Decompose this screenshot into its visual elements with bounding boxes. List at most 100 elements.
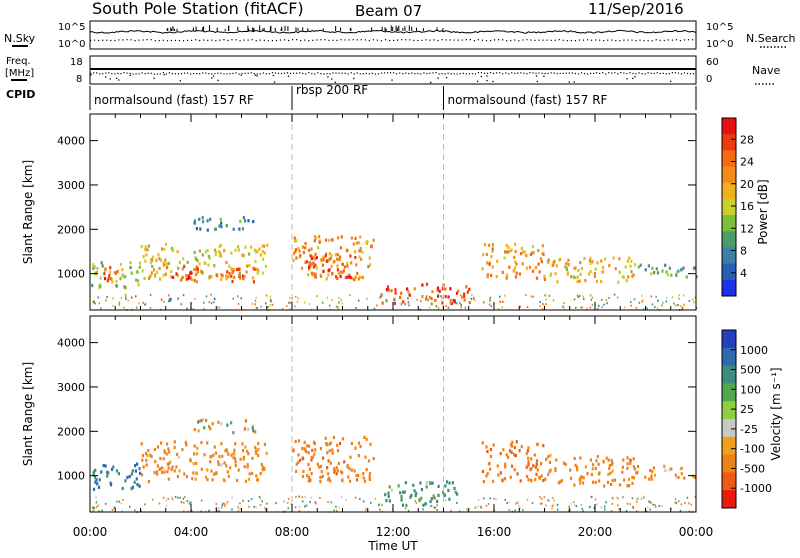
data-cell bbox=[589, 505, 591, 508]
nave-point bbox=[417, 72, 419, 75]
nave-point bbox=[535, 72, 537, 74]
nave-point bbox=[435, 72, 437, 74]
data-cell bbox=[167, 261, 170, 266]
data-cell bbox=[220, 442, 223, 446]
data-cell bbox=[563, 307, 565, 310]
nsearch-point bbox=[627, 39, 629, 41]
nave-point bbox=[445, 77, 448, 79]
data-cell bbox=[237, 267, 241, 271]
nave-point bbox=[580, 72, 583, 74]
data-cell bbox=[543, 277, 546, 281]
nave-point bbox=[374, 73, 377, 75]
data-cell bbox=[358, 299, 360, 302]
data-cell bbox=[630, 304, 632, 307]
data-cell bbox=[578, 279, 581, 283]
nsearch-point bbox=[251, 39, 253, 41]
data-cell bbox=[355, 241, 358, 245]
data-cell bbox=[191, 477, 194, 481]
data-cell bbox=[638, 301, 641, 304]
data-cell bbox=[434, 506, 437, 509]
data-cell bbox=[313, 234, 316, 238]
nave-point bbox=[647, 72, 649, 74]
data-cell bbox=[338, 255, 342, 259]
data-cell bbox=[527, 460, 530, 464]
data-cell bbox=[322, 255, 325, 259]
data-cell bbox=[307, 479, 310, 483]
data-cell bbox=[445, 305, 447, 308]
data-cell bbox=[193, 444, 196, 448]
data-cell bbox=[333, 509, 335, 512]
data-cell bbox=[674, 473, 677, 477]
colorbar-swatch bbox=[722, 490, 736, 509]
colorbar-tick-label: 500 bbox=[740, 364, 761, 377]
data-cell bbox=[237, 245, 240, 249]
data-cell bbox=[155, 258, 158, 262]
data-cell bbox=[169, 460, 172, 464]
data-cell bbox=[489, 296, 492, 299]
nave-point bbox=[327, 76, 329, 78]
data-cell bbox=[245, 264, 249, 268]
data-cell bbox=[263, 442, 266, 446]
data-cell bbox=[632, 476, 635, 480]
data-cell bbox=[505, 243, 508, 248]
data-cell bbox=[531, 502, 534, 505]
data-cell bbox=[345, 499, 347, 502]
velocity-ylabel: Slant Range [km] bbox=[21, 362, 35, 466]
data-cell bbox=[295, 462, 298, 466]
data-cell bbox=[325, 443, 329, 447]
nsearch-point bbox=[118, 39, 120, 41]
data-cell bbox=[468, 287, 471, 291]
nsearch-point bbox=[445, 39, 447, 41]
nave-point bbox=[568, 72, 570, 74]
data-cell bbox=[429, 500, 432, 504]
data-cell bbox=[330, 501, 332, 504]
data-cell bbox=[432, 494, 435, 498]
data-cell bbox=[294, 439, 297, 443]
data-cell bbox=[294, 250, 297, 254]
data-cell bbox=[387, 495, 390, 499]
nsearch-point bbox=[328, 39, 330, 41]
nsearch-point bbox=[102, 39, 104, 41]
nsearch-point bbox=[477, 39, 480, 41]
data-cell bbox=[677, 269, 680, 273]
data-cell bbox=[636, 510, 638, 513]
nsearch-point bbox=[324, 39, 326, 41]
data-cell bbox=[656, 307, 659, 310]
data-cell bbox=[298, 505, 301, 508]
y-tick-label: 3000 bbox=[57, 381, 85, 394]
data-cell bbox=[154, 460, 157, 464]
data-cell bbox=[654, 306, 656, 308]
data-cell bbox=[241, 442, 244, 446]
data-cell bbox=[94, 272, 98, 276]
nsearch-point bbox=[425, 39, 427, 41]
nave-point bbox=[96, 72, 98, 74]
data-cell bbox=[644, 475, 647, 479]
data-cell bbox=[227, 474, 230, 478]
data-cell bbox=[262, 244, 266, 248]
data-cell bbox=[173, 445, 176, 450]
data-cell bbox=[675, 475, 678, 479]
data-cell bbox=[449, 287, 452, 291]
data-cell bbox=[552, 299, 555, 302]
nave-point bbox=[438, 73, 440, 75]
data-cell bbox=[548, 294, 551, 297]
data-cell bbox=[529, 468, 532, 472]
data-cell bbox=[339, 246, 342, 250]
data-cell bbox=[215, 502, 217, 505]
data-cell bbox=[319, 497, 321, 499]
nave-point bbox=[305, 73, 307, 75]
data-cell bbox=[357, 454, 360, 458]
nsearch-point bbox=[223, 39, 225, 41]
data-cell bbox=[633, 467, 636, 471]
data-cell bbox=[583, 256, 586, 261]
data-cell bbox=[231, 267, 234, 271]
data-cell bbox=[110, 483, 113, 487]
data-cell bbox=[584, 465, 587, 469]
data-cell bbox=[161, 470, 164, 474]
nsearch-point bbox=[376, 39, 379, 41]
data-cell bbox=[129, 505, 131, 508]
data-cell bbox=[190, 509, 193, 512]
data-cell bbox=[316, 462, 319, 466]
data-cell bbox=[582, 510, 584, 513]
data-cell bbox=[201, 271, 204, 275]
